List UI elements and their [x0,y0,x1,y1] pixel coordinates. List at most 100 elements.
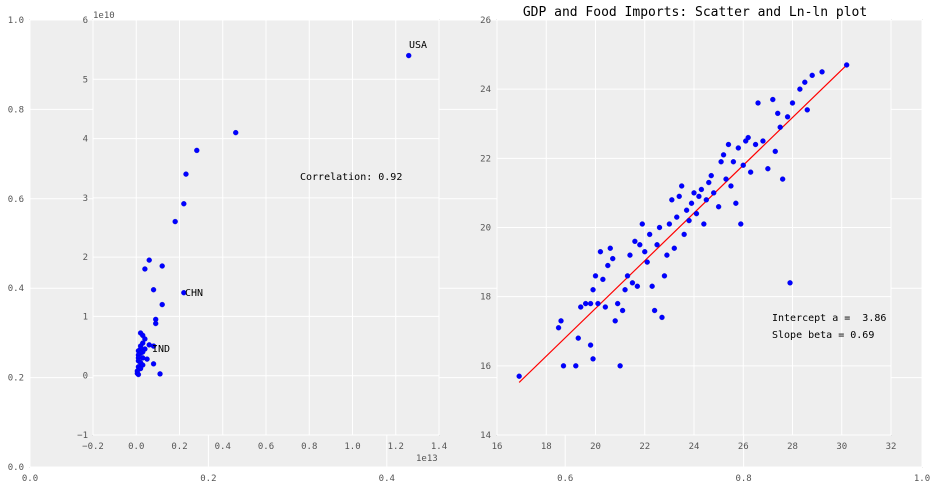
data-point [647,231,653,238]
data-point [844,62,850,68]
r-y-tick-label: 24 [480,85,491,95]
data-point [718,159,724,165]
data-point [674,214,680,220]
data-point [619,307,626,314]
data-point [150,287,157,293]
data-point [181,201,187,207]
right-scatter-points [516,62,850,379]
r-y-tick-label: 26 [480,16,491,26]
r-x-tick-label: 24 [689,442,700,452]
figure-y-tick-label: 0.4 [8,284,24,294]
l-y-tick-label: 0 [83,372,88,382]
data-point [686,217,692,224]
l-x-tick-label: 0.4 [215,442,231,452]
data-point [654,242,660,248]
l-x-tick-label: 0.6 [258,442,274,452]
r-x-tick-label: 20 [590,442,601,452]
left-scatter-points [134,52,412,378]
data-point [150,361,157,367]
data-point [725,141,732,148]
data-point [735,145,741,151]
data-point [637,242,643,248]
data-point [172,218,178,225]
left-y-tick-labels: −1 0 1 2 3 4 5 6 [77,16,88,441]
data-point [656,224,663,231]
r-x-tick-label: 30 [836,442,847,452]
data-point [688,200,695,206]
data-point [592,273,599,279]
data-point [142,336,148,342]
data-point [669,197,675,203]
data-point [602,304,608,310]
data-point [730,159,737,165]
data-point [683,207,690,213]
data-point [664,252,670,258]
data-point [615,300,621,307]
data-point [797,86,803,92]
slope-annotation: Slope beta = 0.69 [772,330,874,341]
data-point [765,166,771,172]
data-point [629,280,636,286]
right-grid [496,19,892,436]
data-point [146,257,152,263]
right-x-tick-labels: 16 18 20 22 24 26 28 30 32 [492,442,897,452]
data-point [587,342,594,348]
data-point [590,287,596,293]
data-point [610,255,616,262]
l-x-tick-label: 0.2 [171,442,187,452]
label-chn: CHN [185,288,203,299]
l-x-tick-label: 1.2 [388,442,404,452]
data-point [573,363,579,369]
data-point [706,179,712,186]
data-point [135,371,142,378]
data-point [698,186,705,193]
l-y-tick-label: 6 [83,16,88,26]
data-point [153,320,159,327]
data-point [787,280,793,286]
data-point [691,190,697,196]
data-point [578,304,584,310]
data-point [624,273,631,279]
data-point [622,287,628,293]
regression-line [518,64,848,383]
figure-y-tick-label: 0.6 [8,195,24,205]
data-point [671,245,677,251]
data-point [770,96,776,103]
figure-y-tick-label: 1.0 [8,16,24,26]
figure-x-tick-label: 0.0 [22,474,38,484]
data-point [720,152,727,158]
l-y-tick-label: −1 [77,431,88,441]
data-point [745,134,751,141]
data-point [760,138,766,144]
figure-x-tick-label: 1.0 [914,474,930,484]
data-point [575,335,581,341]
data-point [587,300,594,307]
data-point [772,148,778,155]
intercept-annotation: Intercept a = 3.86 [772,313,886,324]
data-point [661,273,668,279]
r-x-tick-label: 32 [886,442,897,452]
chart-title: GDP and Food Imports: Scatter and Ln-ln … [523,5,867,20]
left-y-offset-label: 1e10 [93,11,115,21]
data-point [642,249,648,255]
data-point [233,129,239,136]
data-point [728,183,734,189]
data-point [755,100,761,106]
figure-x-tick-label: 0.4 [379,474,395,484]
data-point [711,190,717,196]
figure-x-tick-label: 0.6 [557,474,573,484]
data-point [809,72,815,78]
data-point [752,141,759,148]
figure-y-tick-label: 0.2 [8,374,24,384]
figure-y-tick-label: 0.8 [8,105,24,115]
data-point [194,147,200,154]
l-x-tick-label: 1.4 [431,442,447,452]
data-point [555,325,562,331]
data-point [780,176,786,182]
data-point [597,249,604,255]
data-point [666,221,673,227]
data-point [740,162,746,168]
data-point [696,193,702,200]
l-y-tick-label: 4 [83,135,88,145]
